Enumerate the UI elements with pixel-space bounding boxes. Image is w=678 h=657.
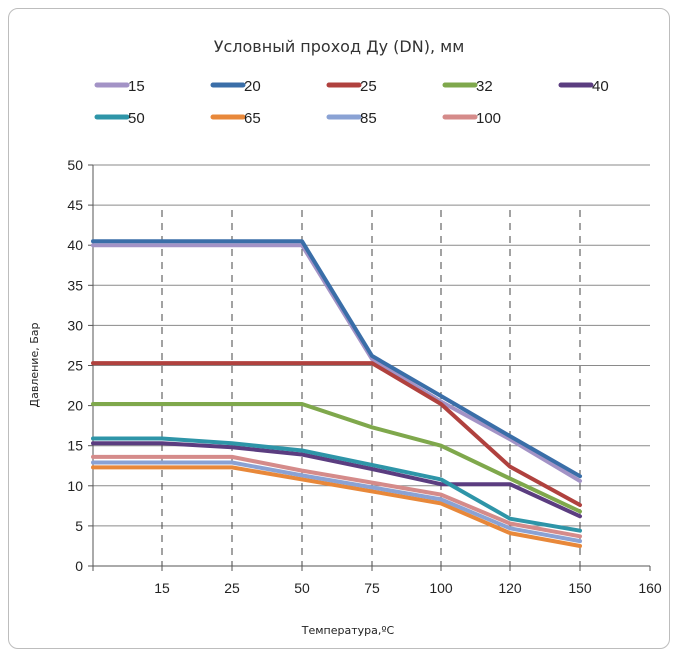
legend-label-85: 85 bbox=[360, 110, 377, 127]
legend-label-40: 40 bbox=[592, 78, 609, 95]
series-line-50 bbox=[91, 436, 582, 533]
y-tick-labels: 0 5 10 15 20 25 30 35 40 45 50 bbox=[67, 157, 83, 574]
y-axis-title: Давление, Бар bbox=[28, 322, 41, 407]
legend-label-25: 25 bbox=[360, 78, 377, 95]
y-tick-label-20: 20 bbox=[67, 398, 83, 414]
series-line-85 bbox=[91, 460, 582, 544]
x-tick-label-120: 120 bbox=[498, 580, 522, 596]
y-tick-label-45: 45 bbox=[67, 197, 83, 213]
x-axis-title: Температура,ºС bbox=[301, 624, 395, 637]
y-tick-label-35: 35 bbox=[67, 277, 83, 293]
y-tick-label-0: 0 bbox=[75, 558, 83, 574]
series-line-100 bbox=[91, 454, 582, 539]
guide-lines bbox=[161, 210, 581, 566]
y-tick-label-5: 5 bbox=[75, 518, 83, 534]
y-tick-label-10: 10 bbox=[67, 478, 83, 494]
legend-label-15: 15 bbox=[128, 78, 145, 95]
series-line-20 bbox=[91, 239, 582, 479]
legend-label-100: 100 bbox=[476, 110, 501, 127]
series-line-65 bbox=[91, 465, 582, 548]
x-tick-label-15: 15 bbox=[154, 580, 170, 596]
x-tick-label-100: 100 bbox=[429, 580, 453, 596]
y-tick-label-40: 40 bbox=[67, 237, 83, 253]
series-line-32 bbox=[91, 402, 582, 514]
x-tick-label-75: 75 bbox=[364, 580, 380, 596]
series-line-40 bbox=[91, 441, 582, 519]
x-tick-label-150: 150 bbox=[568, 580, 592, 596]
y-tick-label-25: 25 bbox=[67, 358, 83, 374]
legend-label-50: 50 bbox=[128, 110, 145, 127]
x-tick-label-50: 50 bbox=[294, 580, 310, 596]
y-tick-label-15: 15 bbox=[67, 438, 83, 454]
legend-label-32: 32 bbox=[476, 78, 493, 95]
legend-label-20: 20 bbox=[244, 78, 261, 95]
series-line-25 bbox=[91, 361, 582, 507]
y-tick-label-50: 50 bbox=[67, 157, 83, 173]
legend: 15 20 25 32 40 50 65 85 100 bbox=[94, 78, 609, 127]
series-lines bbox=[91, 239, 582, 548]
x-tick-label-25: 25 bbox=[224, 580, 240, 596]
y-tick-label-30: 30 bbox=[67, 317, 83, 333]
legend-label-65: 65 bbox=[244, 110, 261, 127]
legend-title: Условный проход Ду (DN), мм bbox=[213, 37, 465, 56]
x-tick-labels: 15 25 50 75 100 120 150 160 bbox=[154, 580, 662, 596]
x-tick-label-160: 160 bbox=[638, 580, 662, 596]
